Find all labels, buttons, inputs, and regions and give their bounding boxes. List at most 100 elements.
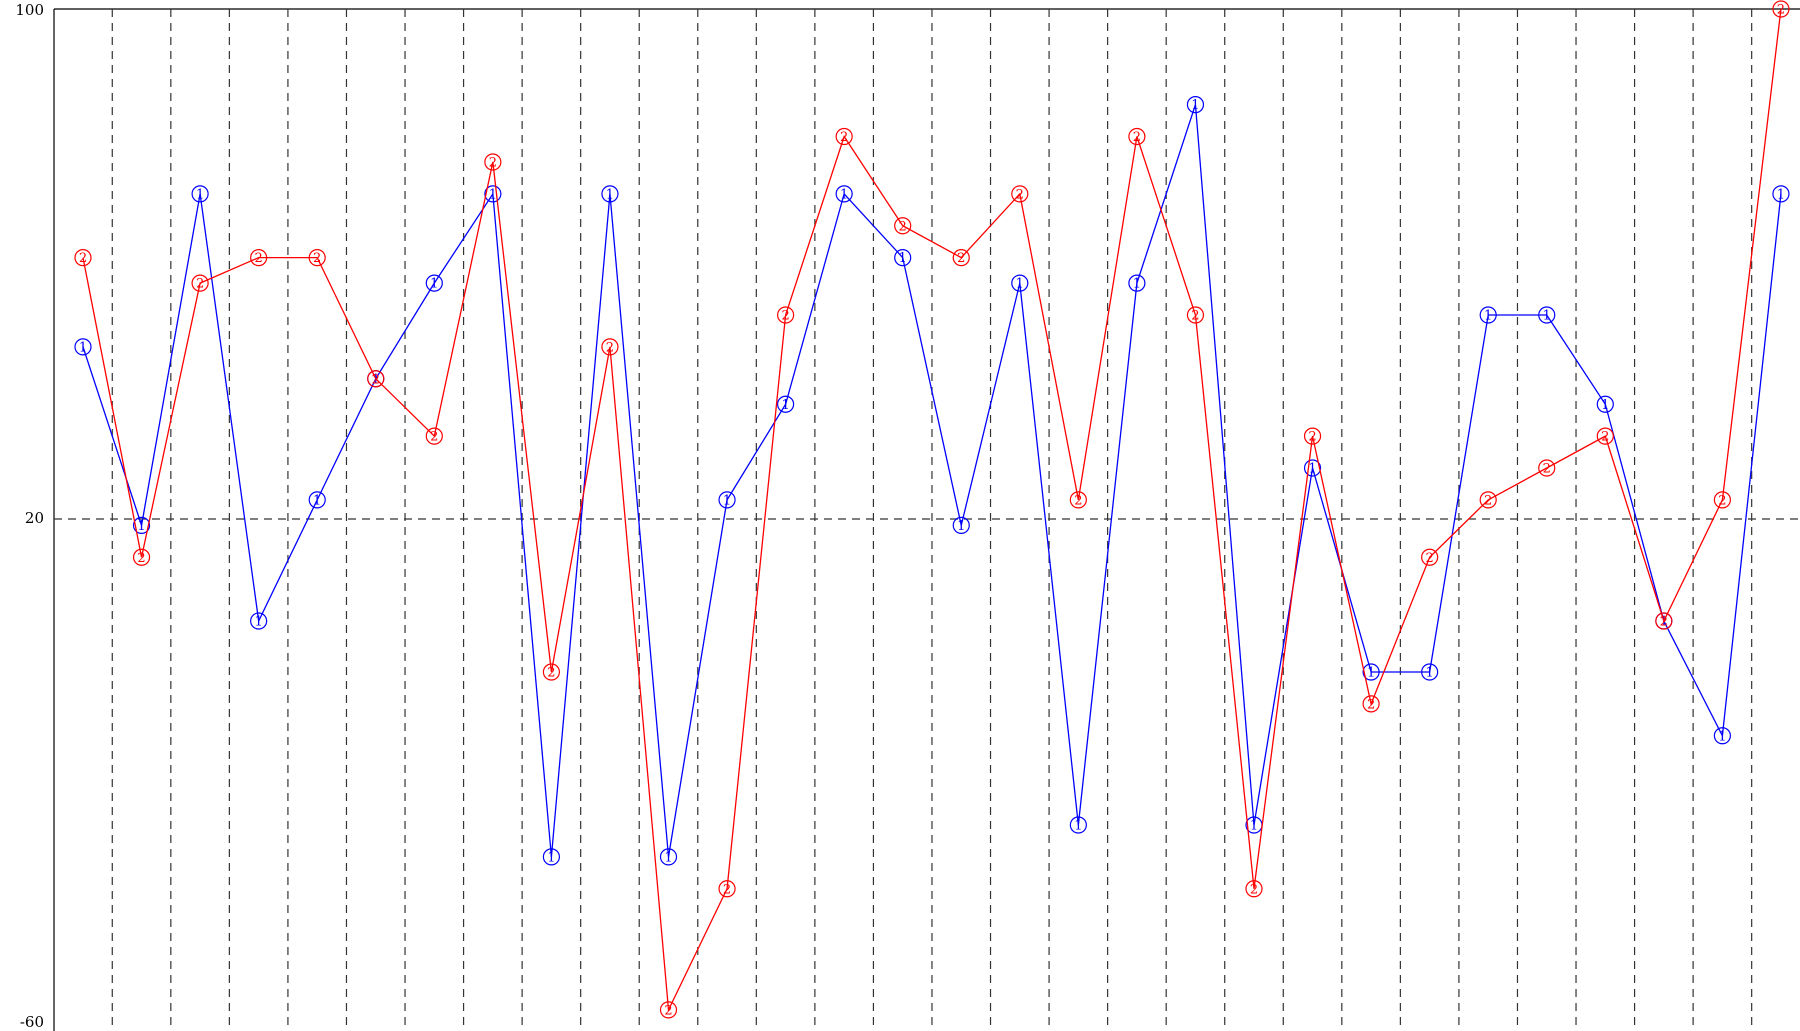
point-marker xyxy=(1421,663,1439,681)
marker-label: 2 xyxy=(137,551,145,566)
y-tick-label: -60 xyxy=(20,1013,44,1031)
marker-label: 1 xyxy=(79,340,87,355)
point-marker xyxy=(542,663,561,681)
point-marker xyxy=(894,249,912,267)
point-marker xyxy=(1655,612,1673,630)
point-marker xyxy=(894,217,912,235)
point-marker xyxy=(601,185,619,203)
marker-label: 1 xyxy=(1718,729,1726,744)
point-marker xyxy=(1011,274,1029,292)
point-marker xyxy=(74,249,92,267)
marker-label: 1 xyxy=(1016,277,1024,292)
point-marker xyxy=(1245,880,1263,898)
point-marker xyxy=(1303,459,1322,477)
point-marker xyxy=(1362,663,1380,681)
point-marker xyxy=(1479,491,1497,509)
marker-label: 2 xyxy=(1016,187,1024,202)
point-marker xyxy=(1128,127,1146,146)
marker-label: 2 xyxy=(957,251,965,266)
marker-label: 2 xyxy=(781,309,789,324)
marker-label: 2 xyxy=(1191,309,1199,324)
marker-label: 1 xyxy=(1601,398,1609,413)
marker-label: 1 xyxy=(547,850,555,865)
point-marker xyxy=(542,848,561,866)
marker-label: 2 xyxy=(1543,462,1551,477)
marker-label: 2 xyxy=(1601,430,1609,445)
point-marker xyxy=(1713,727,1732,745)
marker-label: 1 xyxy=(1777,187,1785,202)
marker-label: 1 xyxy=(313,493,321,508)
point-marker xyxy=(425,427,443,445)
marker-label: 2 xyxy=(723,882,731,897)
marker-label: 2 xyxy=(547,666,555,681)
point-marker xyxy=(718,880,736,898)
marker-label: 1 xyxy=(1074,819,1082,834)
marker-label: 1 xyxy=(489,187,497,202)
marker-label: 2 xyxy=(313,251,321,266)
marker-label: 2 xyxy=(840,130,848,145)
point-marker xyxy=(425,274,443,292)
point-marker xyxy=(250,612,268,630)
marker-label: 1 xyxy=(664,850,672,865)
point-marker xyxy=(1069,816,1087,834)
point-marker xyxy=(1713,491,1732,509)
point-marker xyxy=(308,249,326,267)
point-marker xyxy=(1596,427,1614,445)
point-marker xyxy=(1069,491,1087,509)
point-marker xyxy=(1479,306,1497,324)
marker-label: 2 xyxy=(1367,697,1375,712)
marker-label: 2 xyxy=(1484,493,1492,508)
marker-label: 1 xyxy=(372,372,380,387)
series-line xyxy=(82,104,1782,857)
marker-label: 2 xyxy=(1718,493,1726,508)
marker-label: 2 xyxy=(372,372,380,387)
marker-label: 2 xyxy=(1426,551,1434,566)
marker-label: 2 xyxy=(899,219,907,234)
marker-label: 2 xyxy=(1250,882,1258,897)
marker-label: 2 xyxy=(196,277,204,292)
point-marker xyxy=(484,185,502,203)
marker-label: 1 xyxy=(899,251,907,266)
point-marker xyxy=(1303,427,1322,445)
point-marker xyxy=(132,548,151,566)
point-marker xyxy=(952,249,970,267)
point-marker xyxy=(1421,548,1439,566)
point-marker xyxy=(1186,306,1205,324)
marker-label: 2 xyxy=(1133,130,1141,145)
y-tick-label: 100 xyxy=(15,1,44,19)
marker-label: 1 xyxy=(1367,666,1375,681)
point-marker xyxy=(132,516,151,534)
marker-label: 1 xyxy=(196,187,204,202)
point-marker xyxy=(835,127,853,146)
marker-label: 2 xyxy=(1074,493,1082,508)
point-marker xyxy=(1011,185,1029,203)
marker-label: 1 xyxy=(781,398,789,413)
point-marker xyxy=(367,370,385,388)
marker-label: 1 xyxy=(1191,98,1199,113)
marker-label: 2 xyxy=(255,251,263,266)
point-marker xyxy=(1128,274,1146,292)
point-marker xyxy=(1186,96,1205,114)
marker-label: 1 xyxy=(1250,819,1258,834)
marker-label: 1 xyxy=(957,519,965,534)
marker-label: 1 xyxy=(137,519,145,534)
marker-label: 2 xyxy=(606,340,614,355)
point-marker xyxy=(718,491,736,509)
marker-label: 1 xyxy=(723,493,731,508)
point-marker xyxy=(1596,395,1614,413)
marker-label: 1 xyxy=(255,615,263,630)
marker-label: 2 xyxy=(1777,3,1785,18)
marker-label: 2 xyxy=(664,1003,672,1018)
point-marker xyxy=(659,1001,678,1019)
point-marker xyxy=(484,153,502,171)
marker-label: 1 xyxy=(1426,666,1434,681)
point-marker xyxy=(191,274,209,292)
marker-label: 1 xyxy=(606,187,614,202)
marker-label: 2 xyxy=(430,430,438,445)
series-line xyxy=(82,8,1782,1013)
marker-label: 2 xyxy=(1660,615,1668,630)
point-marker xyxy=(1538,459,1556,477)
point-marker xyxy=(835,185,853,203)
marker-label: 1 xyxy=(1133,277,1141,292)
point-marker xyxy=(191,185,209,203)
